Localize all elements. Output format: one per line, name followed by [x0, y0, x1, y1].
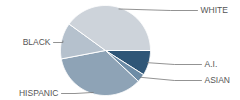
svg-text:BLACK: BLACK: [23, 37, 51, 47]
svg-text:ASIAN: ASIAN: [205, 75, 231, 85]
svg-text:A.I.: A.I.: [205, 59, 218, 69]
svg-text:WHITE: WHITE: [201, 5, 229, 15]
svg-text:HISPANIC: HISPANIC: [19, 88, 59, 98]
